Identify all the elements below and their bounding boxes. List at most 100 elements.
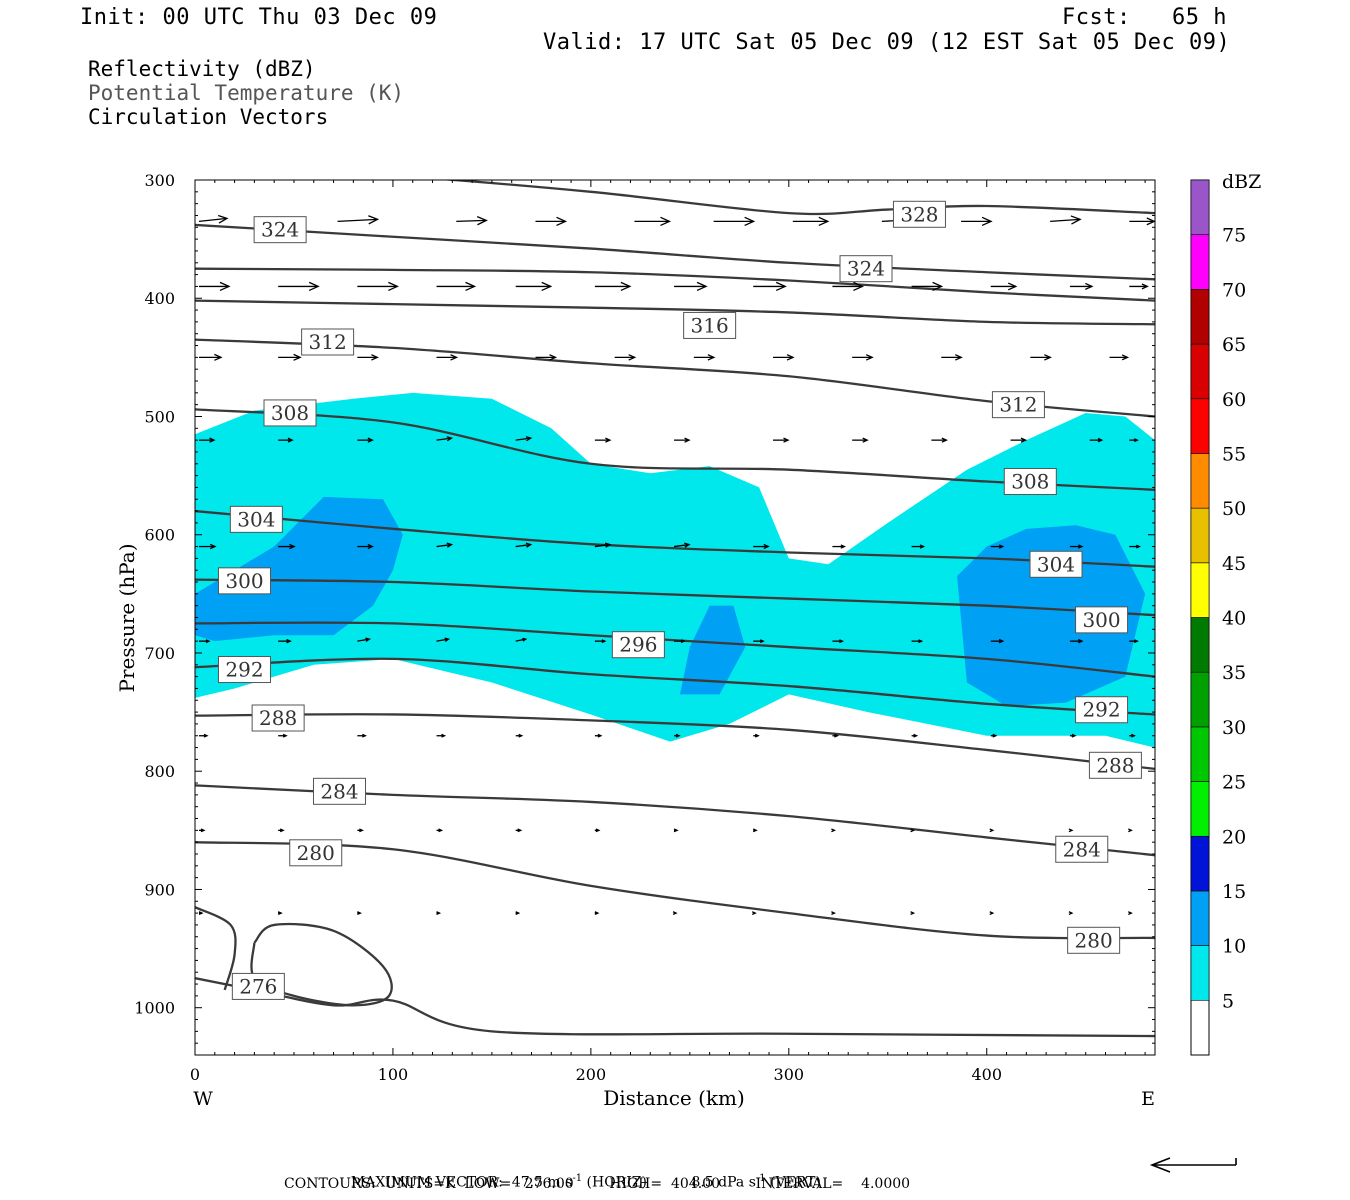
y-tick-label: 400 xyxy=(144,289,175,308)
y-axis-label: Pressure (hPa) xyxy=(115,544,139,693)
contour-label: 292 xyxy=(217,656,271,684)
circulation-vector xyxy=(515,637,528,642)
circulation-vector xyxy=(199,828,206,833)
circulation-vector xyxy=(535,216,568,227)
circulation-vector xyxy=(278,437,294,443)
circulation-vector xyxy=(277,911,283,916)
svg-text:308: 308 xyxy=(1011,470,1049,494)
svg-text:300: 300 xyxy=(1082,608,1120,632)
circulation-vector xyxy=(752,828,758,833)
contour-label: 304 xyxy=(1029,550,1083,578)
circulation-vector xyxy=(199,639,211,644)
y-tick-label: 1000 xyxy=(134,999,175,1018)
circulation-vector xyxy=(910,911,916,916)
contour-label: 288 xyxy=(251,704,305,732)
circulation-vector xyxy=(357,354,379,361)
svg-text:312: 312 xyxy=(309,330,347,354)
circulation-vector xyxy=(357,911,362,916)
circulation-vector xyxy=(911,544,926,549)
circulation-vector xyxy=(357,637,371,642)
circulation-vector xyxy=(357,437,374,443)
circulation-vector xyxy=(634,216,672,227)
circulation-vector xyxy=(753,639,765,644)
svg-text:288: 288 xyxy=(259,706,297,730)
circulation-vector xyxy=(436,637,451,642)
contour-label: 312 xyxy=(301,328,355,356)
circulation-vector xyxy=(198,214,229,224)
circulation-vector xyxy=(1089,437,1104,443)
theta-contour-324-2 xyxy=(195,267,1155,302)
y-tick-label: 300 xyxy=(144,171,175,190)
x-tick-label: 400 xyxy=(971,1065,1002,1084)
circulation-vector xyxy=(674,281,708,292)
circulation-vector xyxy=(436,436,454,442)
circulation-vector xyxy=(199,437,216,443)
circulation-vector xyxy=(832,639,844,644)
circulation-vector xyxy=(198,911,204,916)
theta-contour-308-5 xyxy=(195,408,1155,491)
circulation-vector xyxy=(199,353,223,361)
colorbar-swatch xyxy=(1190,726,1210,782)
contour-info: CONTOURS: UNITS=K LOW= 276.00 HIGH= 404.… xyxy=(284,1176,911,1192)
x-tick-label: 0 xyxy=(190,1065,200,1084)
colorbar-swatch xyxy=(1190,507,1210,564)
circulation-vector xyxy=(674,437,691,443)
contour-label: 292 xyxy=(1075,696,1129,724)
circulation-vector xyxy=(594,733,603,738)
theta-contours xyxy=(195,180,1155,1038)
theta-contour-304-6 xyxy=(195,509,1155,568)
svg-text:296: 296 xyxy=(619,633,657,657)
circulation-vector xyxy=(1068,828,1074,833)
circulation-vector xyxy=(990,638,1005,644)
circulation-vector xyxy=(436,542,454,548)
contour-label: 308 xyxy=(263,399,317,427)
contour-labels: 324 328 324 312 316 312 308 308 304 304 300 300 296 2… xyxy=(217,200,1142,1000)
svg-text:324: 324 xyxy=(847,257,885,281)
circulation-vector xyxy=(832,733,839,738)
circulation-vector xyxy=(515,911,521,916)
colorbar-label: 45 xyxy=(1222,553,1246,575)
field-potential-temperature: Potential Temperature (K) xyxy=(88,81,405,105)
circulation-vector xyxy=(1129,438,1139,443)
y-tick-label: 900 xyxy=(144,880,175,899)
circulation-vector xyxy=(594,911,600,916)
svg-text:288: 288 xyxy=(1096,753,1134,777)
circulation-vector xyxy=(594,639,607,644)
circulation-vector xyxy=(357,281,399,292)
theta-contour-276-west xyxy=(195,906,237,991)
svg-text:304: 304 xyxy=(237,507,275,531)
contour-label: 324 xyxy=(839,255,893,283)
colorbar-label: 65 xyxy=(1222,334,1246,356)
theta-contour-312-4 xyxy=(195,338,1155,418)
circulation-vector xyxy=(278,638,292,644)
max-vector-info: MAXIMUM VECTOR: 47.5 m s-1 (HORIZ) 8.5 d… xyxy=(350,1173,821,1191)
circulation-vector xyxy=(436,911,442,916)
circulation-vector xyxy=(1128,911,1133,916)
circulation-vector xyxy=(1069,282,1094,290)
svg-text:300: 300 xyxy=(225,569,263,593)
circulation-vector xyxy=(1129,217,1155,226)
circulation-vector xyxy=(1050,215,1082,225)
x-end-label-west: W xyxy=(193,1088,213,1110)
reference-vector-arrow xyxy=(1149,1157,1237,1173)
circulation-vector xyxy=(515,828,523,833)
y-tick-label: 700 xyxy=(144,644,175,663)
contour-label: 284 xyxy=(312,777,366,805)
contour-label: 308 xyxy=(1003,468,1057,496)
contour-label: 300 xyxy=(1075,606,1129,634)
circulation-vector xyxy=(436,281,477,292)
circulation-vector xyxy=(1128,828,1133,833)
contour-label: 284 xyxy=(1055,835,1109,863)
colorbar-label: 50 xyxy=(1222,498,1246,520)
colorbar-swatch xyxy=(1190,398,1210,454)
circulation-vector xyxy=(614,354,637,361)
circulation-vectors xyxy=(198,214,1155,916)
circulation-vector xyxy=(911,281,944,292)
circulation-vector xyxy=(515,436,533,442)
circulation-vector xyxy=(357,543,374,550)
circulation-vector xyxy=(278,733,288,738)
circulation-vector xyxy=(1069,733,1077,738)
svg-text:280: 280 xyxy=(1075,928,1113,952)
circulation-vector xyxy=(674,639,686,644)
theta-contour-316-3 xyxy=(195,299,1155,326)
